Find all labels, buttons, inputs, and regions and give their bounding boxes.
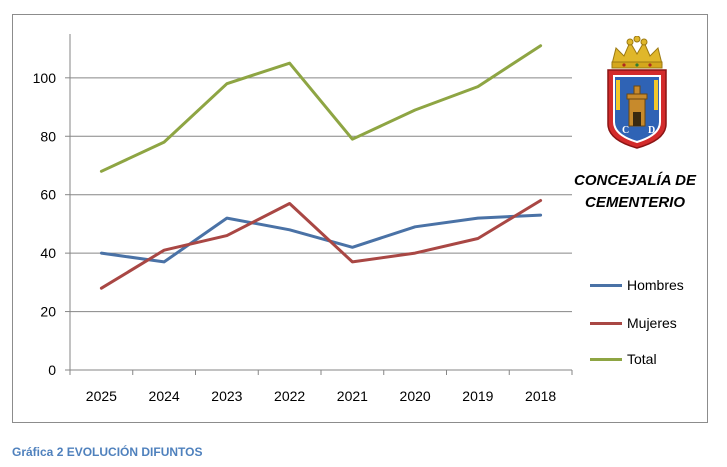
legend-label-total: Total <box>627 351 657 367</box>
legend-item-mujeres: Mujeres <box>590 313 677 333</box>
series-line-mujeres <box>99 199 543 290</box>
legend-label-hombres: Hombres <box>627 277 684 293</box>
series-line-total <box>99 44 543 173</box>
department-title: CONCEJALÍA DE CEMENTERIO <box>560 170 710 214</box>
x-tick-label-2018: 2018 <box>525 388 556 404</box>
x-tick-label-2021: 2021 <box>337 388 368 404</box>
chart-frame <box>12 14 708 423</box>
figure-caption: Gráfica 2 EVOLUCIÓN DIFUNTOS <box>12 445 203 459</box>
department-title-line1: CONCEJALÍA DE <box>574 172 696 189</box>
legend-label-mujeres: Mujeres <box>627 315 677 331</box>
crest-letter-d: D <box>648 125 655 136</box>
department-title-line2: CEMENTERIO <box>584 194 685 211</box>
y-tick-label-20: 20 <box>40 304 56 320</box>
x-tick-label-2024: 2024 <box>149 388 180 404</box>
coat-of-arms-icon: C D <box>607 36 667 149</box>
x-tick-label-2020: 2020 <box>400 388 431 404</box>
legend-item-hombres: Hombres <box>590 275 684 295</box>
x-tick-label-2022: 2022 <box>274 388 305 404</box>
x-tick-label-2019: 2019 <box>462 388 493 404</box>
legend-item-total: Total <box>590 349 657 369</box>
legend-swatch-total <box>590 357 622 361</box>
crest-letter-c: C <box>622 125 629 136</box>
x-tick-label-2025: 2025 <box>86 388 117 404</box>
y-tick-label-80: 80 <box>40 128 56 144</box>
legend-swatch-mujeres <box>590 321 622 325</box>
legend-swatch-hombres <box>590 283 622 287</box>
y-tick-label-100: 100 <box>33 70 57 86</box>
y-tick-label-40: 40 <box>40 245 56 261</box>
y-tick-label-60: 60 <box>40 187 56 203</box>
series-line-hombres <box>99 213 543 264</box>
x-tick-label-2023: 2023 <box>211 388 242 404</box>
y-tick-label-0: 0 <box>48 362 56 378</box>
